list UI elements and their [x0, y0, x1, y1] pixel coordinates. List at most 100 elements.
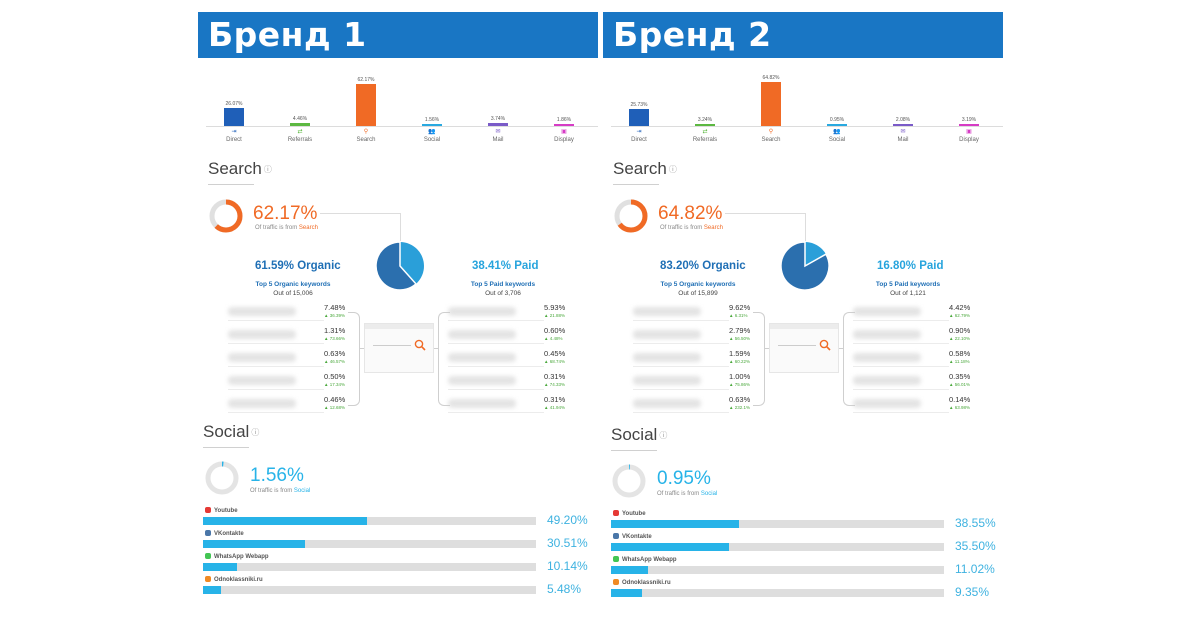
- network-label: Odnoklassniki.ru: [205, 576, 263, 583]
- network-label: Odnoklassniki.ru: [613, 579, 671, 586]
- social-title-text: Social: [611, 425, 658, 444]
- network-name: Youtube: [622, 511, 646, 517]
- paid-keyword-row[interactable]: 5.93% ▲ 21.88%: [448, 301, 588, 323]
- paid-keyword-row[interactable]: 0.35% ▲ 56.01%: [853, 370, 993, 392]
- keyword-change: ▲ 22.10%: [949, 336, 970, 341]
- keyword-blurred-text: [228, 399, 296, 408]
- keyword-share: 2.79%: [729, 326, 751, 335]
- magnifier-icon: [414, 339, 426, 351]
- channel-mail[interactable]: 3.74% ✉ Mail: [470, 70, 526, 150]
- network-logo-icon: [205, 576, 211, 582]
- paid-keyword-row[interactable]: 0.90% ▲ 22.10%: [853, 324, 993, 346]
- keyword-blurred-text: [448, 353, 516, 362]
- keyword-divider: [853, 320, 949, 321]
- info-icon[interactable]: ⓘ: [659, 431, 668, 441]
- channel-label: Referrals: [287, 137, 313, 143]
- channel-referrals[interactable]: 3.24% ⇄ Referrals: [677, 70, 733, 150]
- channel-referrals[interactable]: 4.46% ⇄ Referrals: [272, 70, 328, 150]
- organic-keyword-row[interactable]: 7.48% ▲ 36.39%: [228, 301, 368, 323]
- keyword-share: 1.00%: [729, 372, 751, 381]
- organic-keyword-row[interactable]: 1.31% ▲ 73.66%: [228, 324, 368, 346]
- keyword-share: 7.48%: [324, 303, 346, 312]
- search-illustration-field: [373, 345, 411, 346]
- keyword-divider: [853, 389, 949, 390]
- social-section-title: Social ⓘ: [611, 425, 667, 445]
- social-network-row[interactable]: Youtube 38.55%: [611, 510, 996, 532]
- social-share-percent: 0.95%: [657, 468, 711, 489]
- channel-bar: [761, 82, 781, 126]
- channel-social[interactable]: 1.56% 👥 Social: [404, 70, 460, 150]
- channel-display[interactable]: 3.19% ▣ Display: [941, 70, 997, 150]
- search-connector-vertical: [400, 213, 401, 241]
- network-name: Odnoklassniki.ru: [622, 580, 671, 586]
- social-title-underline: [203, 447, 249, 448]
- bracket-link-right: [434, 348, 438, 349]
- channel-value: 0.95%: [829, 117, 845, 123]
- network-share-value: 5.48%: [547, 582, 582, 596]
- organic-keyword-row[interactable]: 0.63% ▲ 46.57%: [228, 347, 368, 369]
- keyword-blurred-text: [633, 399, 701, 408]
- network-logo-icon: [613, 510, 619, 516]
- social-network-row[interactable]: VKontakte 35.50%: [611, 533, 996, 555]
- organic-keyword-row[interactable]: 2.79% ▲ 56.50%: [633, 324, 773, 346]
- keyword-share: 5.93%: [544, 303, 566, 312]
- search-icon: ⚲: [768, 129, 774, 135]
- social-network-row[interactable]: VKontakte 30.51%: [203, 530, 588, 552]
- info-icon[interactable]: ⓘ: [251, 428, 260, 438]
- organic-keyword-row[interactable]: 1.59% ▲ 60.22%: [633, 347, 773, 369]
- social-network-row[interactable]: WhatsApp Webapp 11.02%: [611, 556, 995, 578]
- paid-keyword-row[interactable]: 4.42% ▲ 62.79%: [853, 301, 993, 323]
- organic-keyword-row[interactable]: 1.00% ▲ 75.86%: [633, 370, 773, 392]
- organic-paid-pie-organic-slice: [376, 242, 418, 290]
- keyword-blurred-text: [228, 307, 296, 316]
- channel-value: 3.74%: [490, 116, 506, 123]
- social-network-row[interactable]: WhatsApp Webapp 10.14%: [203, 553, 588, 575]
- channel-search[interactable]: 62.17% ⚲ Search: [338, 70, 394, 150]
- keyword-divider: [228, 343, 324, 344]
- social-share-donut-arc: [612, 464, 646, 498]
- social-network-row[interactable]: Odnoklassniki.ru 9.35%: [611, 579, 991, 601]
- direct-icon: ⇥: [636, 129, 642, 135]
- keyword-share: 0.14%: [949, 395, 971, 404]
- network-bar-track: [203, 540, 536, 548]
- network-label: VKontakte: [613, 533, 652, 540]
- channel-mail[interactable]: 2.08% ✉ Mail: [875, 70, 931, 150]
- paid-keyword-row[interactable]: 0.45% ▲ 68.74%: [448, 347, 588, 369]
- info-icon[interactable]: ⓘ: [668, 165, 677, 175]
- network-logo-icon: [205, 553, 211, 559]
- keyword-divider: [228, 366, 324, 367]
- organic-keywords-title: Top 5 Organic keywords: [660, 281, 736, 288]
- paid-keyword-row[interactable]: 0.60% ▲ 4.48%: [448, 324, 588, 346]
- social-title-underline: [611, 450, 657, 451]
- organic-bracket: [348, 312, 360, 406]
- paid-keyword-row[interactable]: 0.31% ▲ 74.33%: [448, 370, 588, 392]
- organic-keyword-row[interactable]: 9.62% ▲ 6.31%: [633, 301, 773, 323]
- keyword-divider: [448, 389, 544, 390]
- magnifier-icon: [819, 339, 831, 351]
- organic-keywords-total: Out of 15,899: [678, 290, 718, 297]
- paid-keyword-row[interactable]: 0.14% ▲ 63.98%: [853, 393, 993, 415]
- info-icon[interactable]: ⓘ: [263, 165, 272, 175]
- social-network-row[interactable]: Youtube 49.20%: [203, 507, 588, 529]
- channel-social[interactable]: 0.95% 👥 Social: [809, 70, 865, 150]
- search-connector: [725, 213, 805, 214]
- keyword-share: 0.58%: [949, 349, 971, 358]
- keyword-share: 1.31%: [324, 326, 346, 335]
- paid-share-label: 16.80% Paid: [877, 260, 944, 272]
- keyword-change: ▲ 21.88%: [544, 313, 565, 318]
- organic-keyword-row[interactable]: 0.50% ▲ 17.34%: [228, 370, 368, 392]
- social-network-row[interactable]: Odnoklassniki.ru 5.48%: [203, 576, 583, 598]
- channel-display[interactable]: 1.86% ▣ Display: [536, 70, 592, 150]
- social-share-percent: 1.56%: [250, 465, 304, 486]
- paid-keyword-row[interactable]: 0.31% ▲ 41.94%: [448, 393, 588, 415]
- keyword-change: ▲ 75.86%: [729, 382, 750, 387]
- organic-keyword-row[interactable]: 0.46% ▲ 12.68%: [228, 393, 368, 415]
- search-share-donut-arc: [209, 199, 243, 233]
- paid-keyword-row[interactable]: 0.58% ▲ 11.18%: [853, 347, 993, 369]
- organic-keyword-row[interactable]: 0.63% ▲ 232.1%: [633, 393, 773, 415]
- network-share-value: 11.02%: [955, 562, 995, 576]
- network-name: Youtube: [214, 508, 238, 514]
- channel-direct[interactable]: 25.73% ⇥ Direct: [611, 70, 667, 150]
- channel-search[interactable]: 64.82% ⚲ Search: [743, 70, 799, 150]
- channel-direct[interactable]: 26.07% ⇥ Direct: [206, 70, 262, 150]
